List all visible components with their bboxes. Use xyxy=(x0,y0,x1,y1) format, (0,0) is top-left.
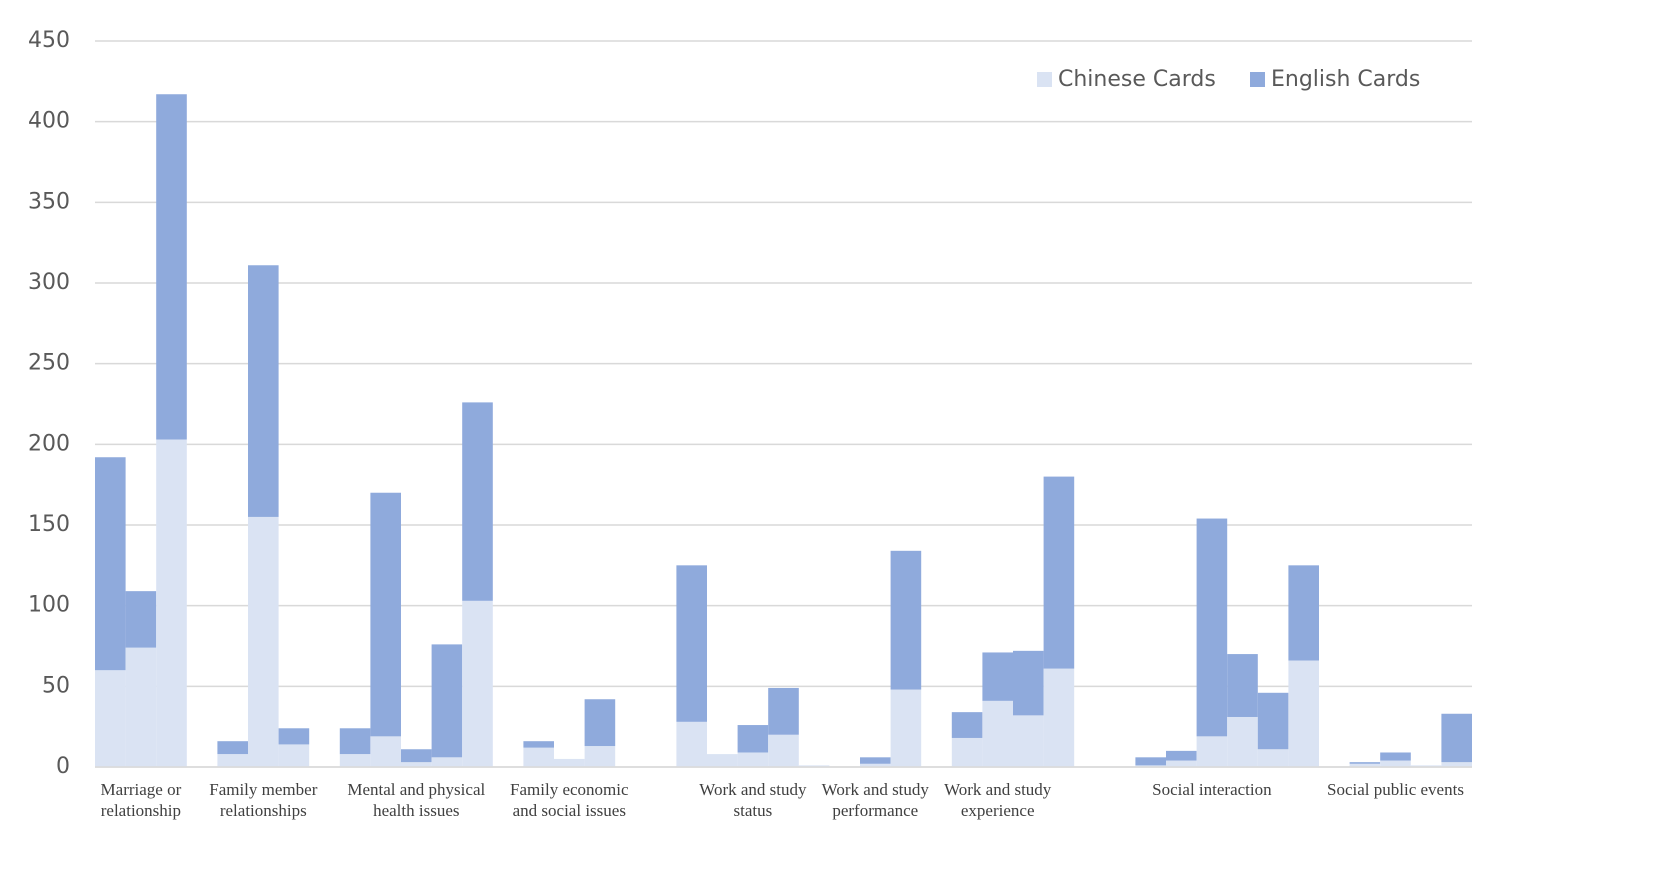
x-tick-label: Social public events xyxy=(1327,780,1464,799)
bar-segment xyxy=(523,741,554,748)
bar-segment xyxy=(156,94,187,440)
y-tick-label: 0 xyxy=(56,754,70,779)
bar-segment xyxy=(125,647,157,767)
bar-segment xyxy=(737,725,769,753)
legend-swatch xyxy=(1037,72,1052,87)
bar-segment xyxy=(798,765,830,767)
bar-segment xyxy=(370,736,401,767)
bar-segment xyxy=(1043,476,1075,669)
bar-segment xyxy=(462,600,493,767)
bar-segment xyxy=(737,752,769,767)
bar-segment xyxy=(1288,565,1319,661)
bar-segment xyxy=(462,402,493,601)
bar-segment xyxy=(1043,668,1075,767)
bar-segment xyxy=(401,762,432,767)
legend-label: Chinese Cards xyxy=(1058,67,1216,92)
bar-segment xyxy=(339,728,371,755)
bar-segment xyxy=(707,754,738,767)
y-tick-label: 250 xyxy=(28,351,70,376)
bar-segment xyxy=(676,565,707,722)
bar-segment xyxy=(278,744,310,767)
y-tick-label: 100 xyxy=(28,593,70,618)
bar-segment xyxy=(1227,654,1258,717)
y-tick-label: 200 xyxy=(28,431,70,456)
bar-segment xyxy=(370,492,401,737)
legend-label: English Cards xyxy=(1271,67,1420,92)
y-tick-label: 300 xyxy=(28,270,70,295)
bar-segment xyxy=(1196,518,1228,737)
bar-segment xyxy=(95,457,126,671)
x-tick-label: Mental and physical health issues xyxy=(347,780,486,820)
bar-segment xyxy=(217,754,248,767)
bar-segment xyxy=(1013,715,1044,767)
legend-swatch xyxy=(1250,72,1265,87)
bar-segment xyxy=(431,644,463,758)
x-tick-label: Work and study performance xyxy=(821,780,929,820)
bar-segment xyxy=(1196,736,1228,767)
bar-segment xyxy=(1166,760,1197,767)
bar-segment xyxy=(584,699,616,747)
bar-segment xyxy=(1135,757,1166,766)
y-tick-label: 150 xyxy=(28,512,70,537)
x-tick-label: Family member relationships xyxy=(209,780,318,820)
bar-segment xyxy=(1349,763,1381,767)
x-tick-label: Marriage or relationship xyxy=(100,780,182,820)
bar-segment xyxy=(1227,716,1258,767)
bar-segment xyxy=(1441,762,1472,767)
x-tick-label: Social interaction xyxy=(1152,780,1272,799)
bar-segment xyxy=(860,757,891,764)
bar-segment xyxy=(768,687,799,735)
bar-segment xyxy=(1380,760,1411,767)
x-tick-label: Work and study status xyxy=(699,780,807,820)
bar-segment xyxy=(401,749,432,763)
bar-segment xyxy=(951,737,983,767)
bar-segment xyxy=(125,591,157,648)
bar-segment xyxy=(95,670,126,767)
bar-segment xyxy=(554,758,585,767)
bar-segment xyxy=(676,721,707,767)
bar-segment xyxy=(1013,650,1044,716)
y-tick-label: 450 xyxy=(28,28,70,53)
bar-segment xyxy=(1135,765,1166,767)
bar-segment xyxy=(278,728,310,745)
bar-segment xyxy=(982,652,1013,701)
bar-segment xyxy=(1441,713,1472,763)
x-tick-label: Family economic and social issues xyxy=(510,780,629,820)
bar-segment xyxy=(768,734,799,767)
y-tick-label: 350 xyxy=(28,189,70,214)
bar-segment xyxy=(584,746,616,767)
bar-segment xyxy=(339,754,371,767)
bar-segment xyxy=(1257,692,1289,750)
bar-segment xyxy=(1410,765,1442,767)
bar-segment xyxy=(217,741,248,755)
y-tick-label: 50 xyxy=(42,673,70,698)
bar-segment xyxy=(248,516,279,767)
bar-segment xyxy=(890,689,922,767)
bar-segment xyxy=(248,265,279,517)
y-tick-label: 400 xyxy=(28,109,70,134)
bar-segment xyxy=(951,712,983,738)
bar-segment xyxy=(156,439,187,767)
bar-segment xyxy=(860,763,891,767)
bar-segment xyxy=(523,747,554,767)
bar-segment xyxy=(1349,762,1381,764)
bar-segment xyxy=(431,757,463,767)
bar-segment xyxy=(1288,660,1319,767)
bar-segment xyxy=(890,550,922,690)
bar-segment xyxy=(982,700,1013,767)
x-tick-label: Work and study experience xyxy=(944,780,1052,820)
bar-segment xyxy=(1257,749,1289,767)
bar-segment xyxy=(1166,750,1197,761)
bar-segment xyxy=(1380,752,1411,761)
